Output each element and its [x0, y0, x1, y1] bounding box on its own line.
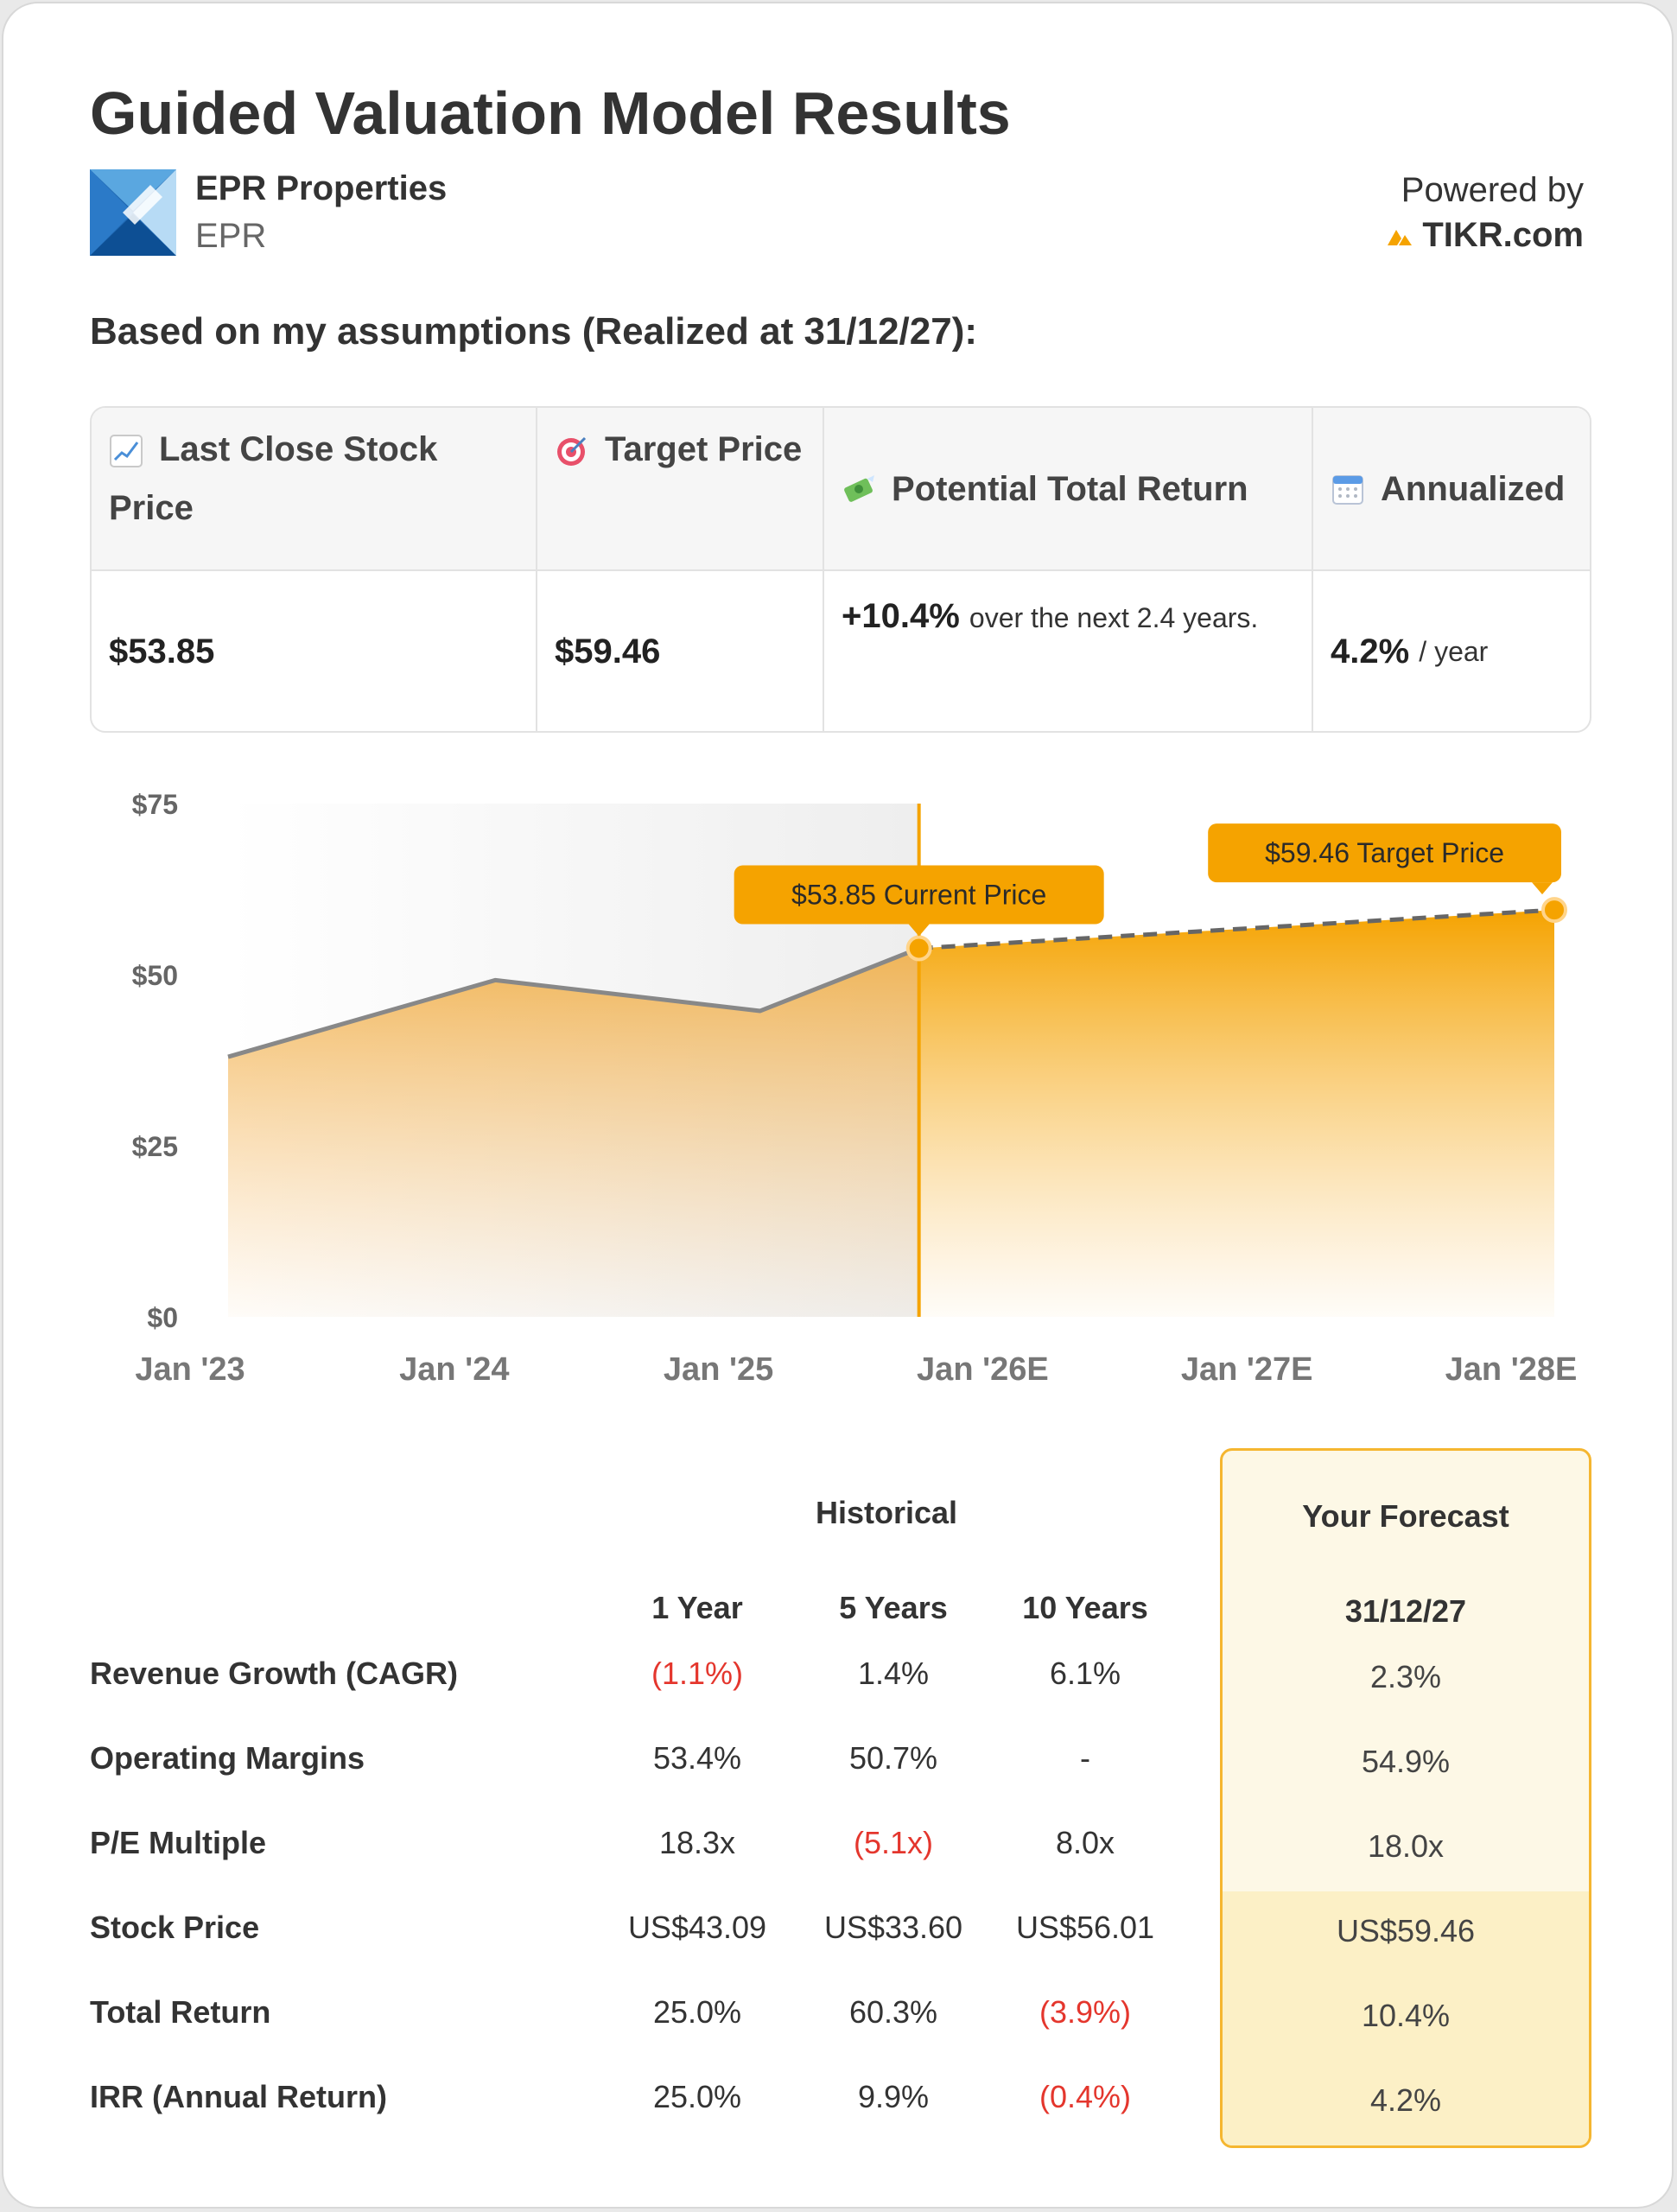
- historical-cell: US$43.09: [627, 1910, 767, 1945]
- row-label: P/E Multiple: [90, 1825, 267, 1860]
- column-divider: [1312, 408, 1313, 731]
- tikr-brand[interactable]: TIKR.com: [1388, 218, 1584, 252]
- summary-table: Last Close Stock Price Target Price Pote…: [90, 406, 1591, 733]
- target-price-label-text: $59.46 Target Price: [1265, 837, 1504, 868]
- historical-cell: 25.0%: [652, 2079, 742, 2114]
- chart-increasing-icon: [110, 435, 143, 468]
- historical-cell: 6.1%: [1049, 1656, 1121, 1691]
- header-last-close-label: Last Close Stock Price: [109, 430, 438, 527]
- x-tick-label: Jan '27E: [1181, 1351, 1313, 1388]
- historical-cell: 53.4%: [652, 1740, 742, 1776]
- row-label: Operating Margins: [90, 1740, 365, 1776]
- assumptions-heading: Based on my assumptions (Realized at 31/…: [90, 310, 978, 353]
- row-label: IRR (Annual Return): [90, 2079, 387, 2114]
- current-price-label-box: [734, 865, 1104, 925]
- powered-by-label: Powered by: [1401, 171, 1584, 209]
- header-annualized-label: Annualized: [1381, 469, 1566, 508]
- current-price-point: [905, 935, 932, 962]
- historical-cell: 1.4%: [857, 1656, 930, 1691]
- historical-cell: US$56.01: [1015, 1910, 1155, 1945]
- header-total-return-label: Potential Total Return: [892, 469, 1248, 508]
- historical-cell: (5.1x): [853, 1825, 934, 1860]
- col-forecast-date: 31/12/27: [1344, 1593, 1467, 1629]
- row-label: Revenue Growth (CAGR): [90, 1656, 459, 1691]
- historical-area: [228, 948, 919, 1317]
- header-target-price: Target Price: [537, 408, 823, 569]
- historical-cell: 25.0%: [652, 1994, 742, 2030]
- y-tick-label: $75: [132, 789, 178, 820]
- forecast-cell: 2.3%: [1369, 1659, 1442, 1694]
- target-price-label-box: [1208, 823, 1561, 883]
- col-1-year: 1 Year: [651, 1590, 743, 1625]
- y-tick-label: $25: [132, 1131, 178, 1162]
- y-tick-label: $0: [147, 1302, 178, 1333]
- forecast-area: [918, 910, 1554, 1317]
- company-ticker: EPR: [195, 217, 267, 255]
- forecast-cell: 18.0x: [1367, 1828, 1445, 1864]
- forecast-line: [918, 907, 1555, 951]
- x-tick-label: Jan '26E: [917, 1351, 1049, 1388]
- calendar-icon: [1332, 474, 1363, 505]
- annualized-cell: 4.2% / year: [1313, 571, 1590, 731]
- page-title: Guided Valuation Model Results: [90, 79, 1011, 147]
- price-chart: $0 $25 $50 $75 Jan '23 Jan '24 Jan '25 Jan '26E…: [132, 789, 1578, 1388]
- last-close-value: $53.85: [109, 632, 215, 671]
- historical-cell: 8.0x: [1055, 1825, 1115, 1860]
- company-name: EPR Properties: [195, 169, 448, 207]
- forecast-cell: 10.4%: [1361, 1998, 1451, 2033]
- total-return-cell: +10.4% over the next 2.4 years.: [824, 571, 1312, 731]
- col-5-years: 5 Years: [839, 1590, 948, 1625]
- historical-cell: 9.9%: [857, 2079, 930, 2114]
- money-with-wings-icon: [844, 474, 874, 502]
- column-divider: [536, 408, 537, 731]
- historical-cell: US$33.60: [823, 1910, 963, 1945]
- total-return-value: +10.4%: [842, 597, 960, 635]
- current-price-label-pointer: [908, 924, 930, 937]
- x-tick-label: Jan '24: [399, 1351, 509, 1388]
- x-tick-label: Jan '25: [664, 1351, 773, 1388]
- total-return-suffix: over the next 2.4 years.: [969, 602, 1259, 633]
- historical-cell: 50.7%: [848, 1740, 938, 1776]
- tikr-brand-label: TIKR.com: [1422, 216, 1584, 254]
- forecast-cell: 4.2%: [1369, 2082, 1442, 2118]
- tikr-logo-icon: [1388, 230, 1413, 245]
- historical-line: [227, 946, 920, 1059]
- target-icon: [557, 437, 587, 467]
- forecast-column: [1220, 1448, 1591, 2148]
- current-price-label-text: $53.85 Current Price: [791, 880, 1046, 911]
- col-10-years: 10 Years: [1022, 1590, 1148, 1625]
- column-divider: [823, 408, 824, 731]
- historical-cell: (3.9%): [1039, 1994, 1132, 2030]
- header-total-return: Potential Total Return: [824, 408, 1312, 569]
- forecast-cell: US$59.46: [1336, 1913, 1476, 1948]
- target-price-label-pointer: [1532, 882, 1553, 895]
- target-price-value: $59.46: [555, 632, 661, 671]
- forecast-cell: 54.9%: [1361, 1744, 1451, 1779]
- row-label: Stock Price: [90, 1910, 260, 1945]
- historical-cell: 60.3%: [848, 1994, 938, 2030]
- forecast-header: Your Forecast: [1302, 1498, 1509, 1534]
- header-last-close: Last Close Stock Price: [92, 408, 536, 569]
- forecast-column-highlight: [1223, 1891, 1589, 2145]
- historical-cell: (1.1%): [651, 1656, 744, 1691]
- annualized-value: 4.2%: [1331, 632, 1410, 671]
- company-logo: [90, 169, 176, 256]
- y-tick-label: $50: [132, 960, 178, 991]
- historical-cell: -: [1080, 1740, 1090, 1776]
- x-tick-label: Jan '28E: [1445, 1351, 1578, 1388]
- target-price-point: [1541, 897, 1567, 924]
- x-tick-label: Jan '23: [135, 1351, 245, 1388]
- row-label: Total Return: [90, 1994, 271, 2030]
- historical-header: Historical: [816, 1495, 958, 1530]
- historical-cell: (0.4%): [1039, 2079, 1132, 2114]
- header-target-price-label: Target Price: [605, 430, 803, 468]
- historical-cell: 18.3x: [658, 1825, 736, 1860]
- annualized-suffix: / year: [1419, 636, 1489, 667]
- header-annualized: Annualized: [1313, 408, 1590, 569]
